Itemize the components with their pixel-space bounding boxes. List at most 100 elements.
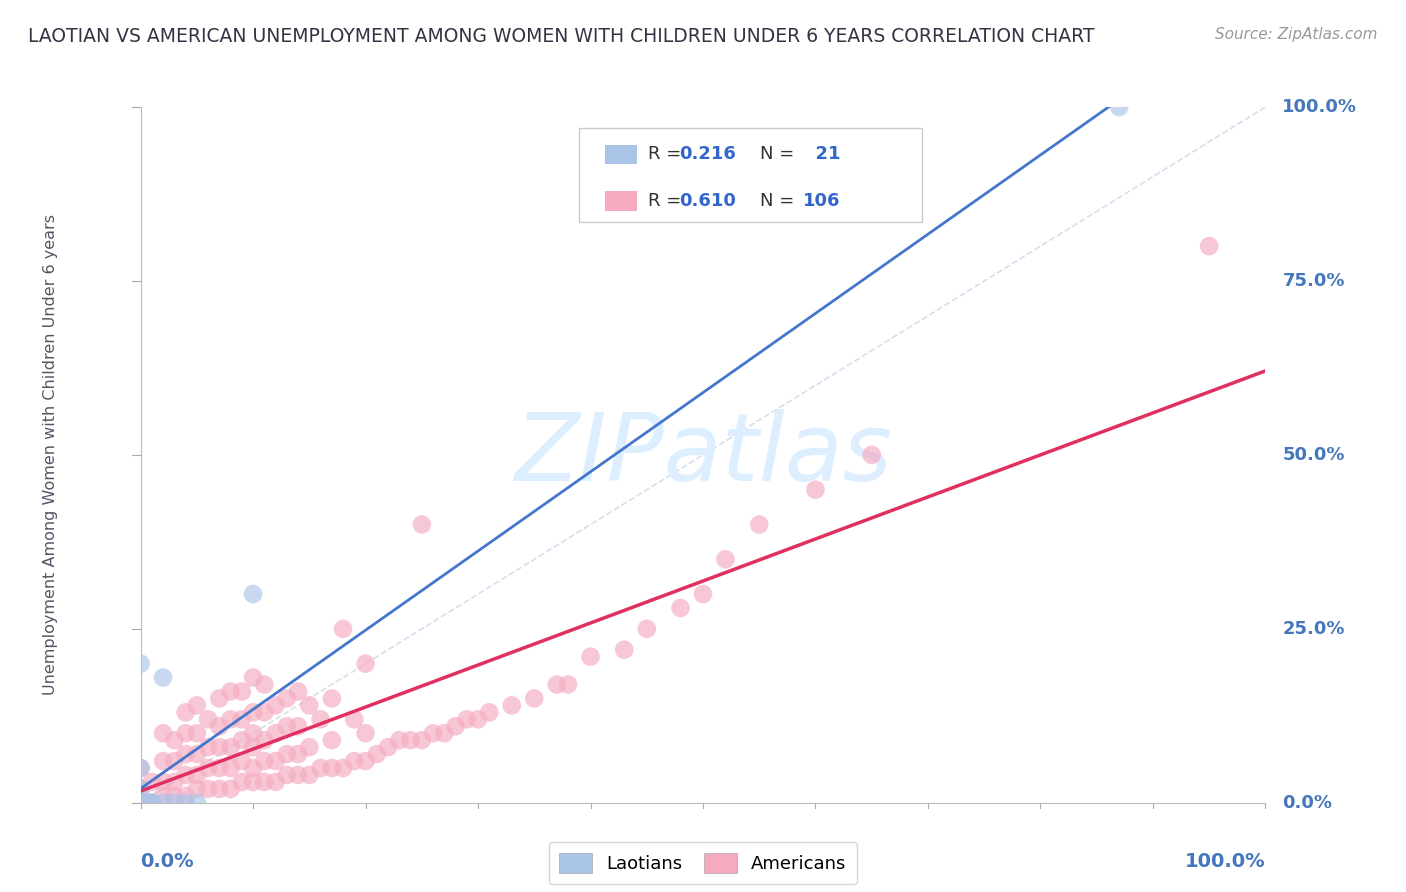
Point bbox=[444, 719, 467, 733]
Point bbox=[860, 448, 883, 462]
Point bbox=[264, 726, 287, 740]
Point bbox=[163, 775, 186, 789]
Point bbox=[219, 712, 242, 726]
Text: 0.0%: 0.0% bbox=[1282, 794, 1333, 812]
Point bbox=[298, 740, 321, 755]
Point bbox=[557, 677, 579, 691]
Point bbox=[174, 747, 197, 761]
Point bbox=[129, 796, 152, 810]
Point bbox=[321, 691, 343, 706]
Point bbox=[343, 712, 366, 726]
Point bbox=[478, 706, 501, 720]
Point bbox=[129, 796, 152, 810]
Point bbox=[276, 747, 298, 761]
Point bbox=[1198, 239, 1220, 253]
Point bbox=[242, 775, 264, 789]
Text: ZIPatlas: ZIPatlas bbox=[515, 409, 891, 500]
Point bbox=[186, 781, 208, 796]
Point bbox=[208, 740, 231, 755]
Point bbox=[152, 754, 174, 768]
Point bbox=[231, 712, 253, 726]
Point bbox=[152, 796, 174, 810]
Point bbox=[309, 761, 332, 775]
Point bbox=[219, 684, 242, 698]
Point bbox=[231, 733, 253, 747]
Text: 100.0%: 100.0% bbox=[1185, 852, 1265, 871]
Point bbox=[1108, 100, 1130, 114]
Text: N =: N = bbox=[761, 145, 800, 163]
Point bbox=[129, 796, 152, 810]
Text: 75.0%: 75.0% bbox=[1282, 272, 1344, 290]
Point bbox=[287, 719, 309, 733]
Point bbox=[354, 754, 377, 768]
Point bbox=[242, 587, 264, 601]
Point bbox=[366, 747, 388, 761]
Point bbox=[174, 726, 197, 740]
Point bbox=[456, 712, 478, 726]
Point bbox=[129, 781, 152, 796]
Point bbox=[219, 781, 242, 796]
Point bbox=[197, 712, 219, 726]
Text: 0.0%: 0.0% bbox=[141, 852, 194, 871]
Text: 50.0%: 50.0% bbox=[1282, 446, 1344, 464]
Point bbox=[197, 781, 219, 796]
Point bbox=[152, 789, 174, 803]
Point bbox=[253, 754, 276, 768]
Point bbox=[579, 649, 602, 664]
Text: R =: R = bbox=[648, 192, 688, 210]
Point bbox=[186, 768, 208, 782]
Point bbox=[411, 517, 433, 532]
Point bbox=[804, 483, 827, 497]
Point bbox=[141, 775, 163, 789]
Point bbox=[129, 796, 152, 810]
Point bbox=[231, 684, 253, 698]
Point bbox=[501, 698, 523, 713]
Point bbox=[163, 754, 186, 768]
Point bbox=[714, 552, 737, 566]
Point bbox=[242, 671, 264, 685]
Point bbox=[186, 747, 208, 761]
Point bbox=[163, 733, 186, 747]
Point bbox=[152, 726, 174, 740]
Point bbox=[129, 796, 152, 810]
Point bbox=[332, 622, 354, 636]
Point bbox=[208, 781, 231, 796]
Point bbox=[174, 706, 197, 720]
Point bbox=[523, 691, 546, 706]
Point bbox=[388, 733, 411, 747]
Point bbox=[276, 691, 298, 706]
Point bbox=[152, 775, 174, 789]
Point bbox=[208, 761, 231, 775]
Point bbox=[186, 796, 208, 810]
Point bbox=[231, 775, 253, 789]
Point bbox=[321, 761, 343, 775]
Point bbox=[321, 733, 343, 747]
Point bbox=[129, 781, 152, 796]
Point bbox=[219, 761, 242, 775]
Point bbox=[692, 587, 714, 601]
Point bbox=[298, 698, 321, 713]
Point bbox=[129, 657, 152, 671]
Point bbox=[253, 706, 276, 720]
Point bbox=[174, 796, 197, 810]
Point bbox=[186, 698, 208, 713]
Point bbox=[264, 775, 287, 789]
Point bbox=[129, 796, 152, 810]
Point bbox=[613, 642, 636, 657]
Text: 0.610: 0.610 bbox=[679, 192, 737, 210]
Point bbox=[253, 677, 276, 691]
Point bbox=[309, 712, 332, 726]
Point bbox=[242, 740, 264, 755]
Point bbox=[141, 796, 163, 810]
Point bbox=[287, 768, 309, 782]
Point bbox=[276, 768, 298, 782]
Text: 25.0%: 25.0% bbox=[1282, 620, 1344, 638]
Point bbox=[163, 796, 186, 810]
Point bbox=[242, 706, 264, 720]
Point bbox=[141, 796, 163, 810]
Point bbox=[129, 761, 152, 775]
Point bbox=[253, 733, 276, 747]
Point bbox=[174, 789, 197, 803]
FancyBboxPatch shape bbox=[579, 128, 922, 222]
Point bbox=[129, 796, 152, 810]
